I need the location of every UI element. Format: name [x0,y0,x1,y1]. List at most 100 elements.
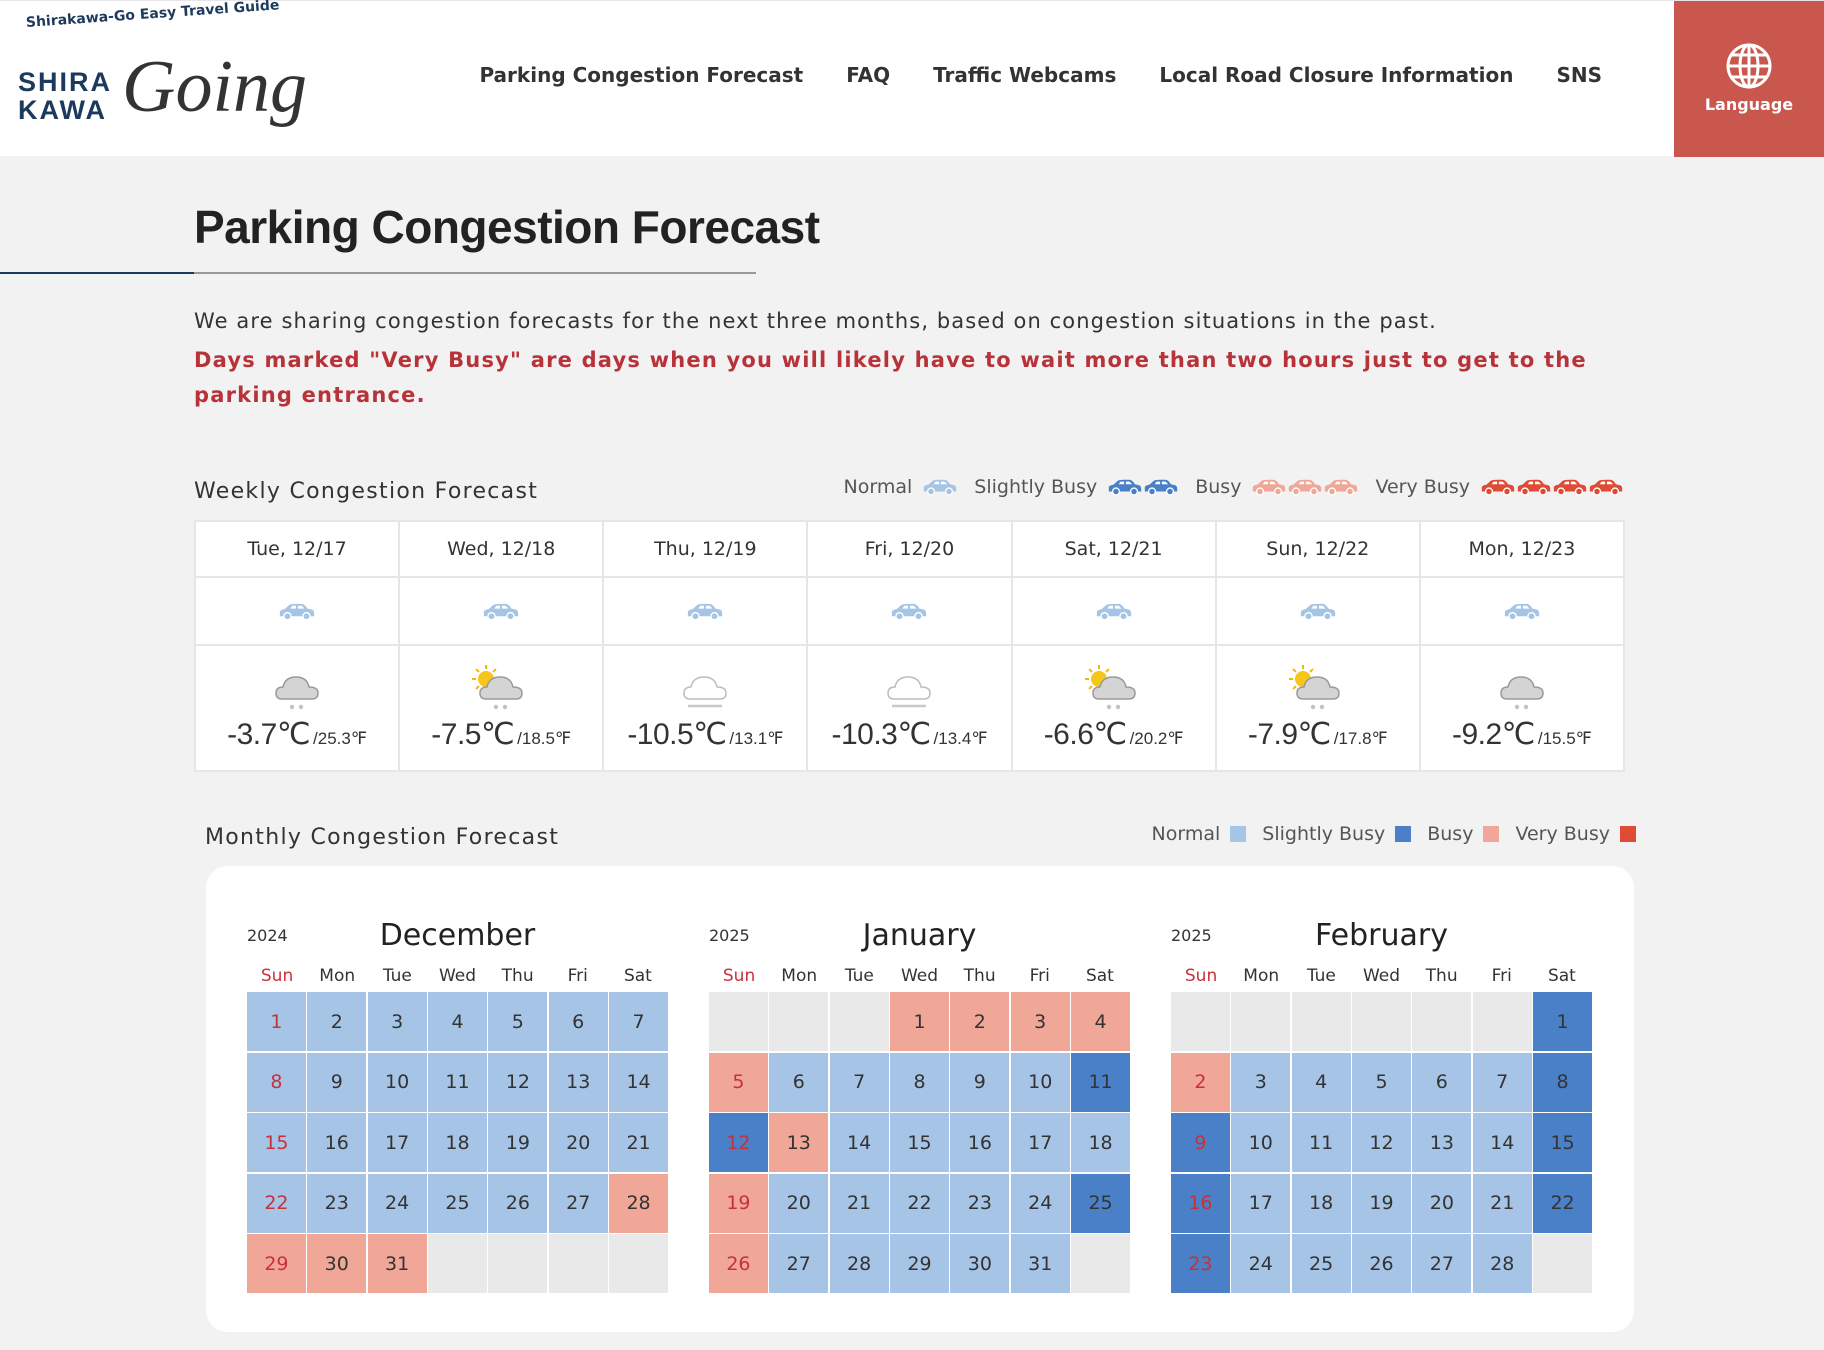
section-title: Monthly Congestion Forecast [205,825,560,850]
calendar-day: 18 [1071,1113,1130,1172]
calendar-day: 2 [1171,1052,1230,1112]
calendar-day: 27 [1412,1234,1472,1293]
calendar-day: 15 [247,1113,306,1172]
car-wheel [1256,487,1265,496]
car-wheel [1148,487,1157,496]
snowflake [1523,704,1529,709]
weather-icon [472,664,523,709]
calendar-day: 13 [548,1052,608,1112]
car-window [1118,481,1133,485]
sun-ray [1088,684,1093,690]
month-calendar: 2024 December Sun Mon Tue Wed Thu Fri Sat 1 2 3 4 5 6 7… [247,866,668,1332]
cloud [275,675,319,700]
car-wheel [1592,487,1602,496]
weekly-column: Wed, 12/18 -7.5℃/18.5℉ [400,522,603,770]
notice-text: Days marked "Very Busy" are days when yo… [194,348,1587,407]
calendar-day: 4 [428,992,487,1051]
calendar-day: 29 [247,1234,306,1293]
legend-swatch [1230,826,1247,842]
legend-label: Slightly Busy [974,476,1098,498]
weather-icon [683,675,728,707]
calendar-day: 6 [548,992,608,1051]
calendar-day: 30 [307,1234,367,1293]
empty-day [1071,1234,1130,1293]
sun-ray [475,667,480,673]
weekly-date: Tue, 12/17 [196,522,399,576]
calendar-grid: 1 2 3 4 5 6 7 8 9 10 11 12 13 14 15 16 17 18 19 20 21 22 23 24 2… [247,992,668,1293]
weekday-label: Wed [1362,966,1401,986]
temp-celsius: -6.6℃ [1043,717,1127,751]
car-window [1563,481,1578,485]
legend-label: Very Busy [1515,823,1610,845]
temperature: -9.2℃/15.5℉ [1452,717,1592,752]
calendar-day: 3 [367,992,427,1051]
weekday-label: Sat [623,966,652,986]
car-wheel [914,611,924,621]
car-window [290,605,305,609]
weather-icon [887,675,932,707]
calendar-day: 2 [307,992,367,1051]
calendar-day: 12 [709,1113,768,1172]
nav-link[interactable]: Local Road Closure Information [1159,63,1514,87]
weekly-status [808,578,1011,644]
car-wheel [1328,487,1337,496]
empty-day [609,1234,668,1293]
car-window [1335,481,1349,485]
calendar-day: 12 [488,1052,548,1112]
calendar-day: 29 [890,1234,949,1293]
nav-link[interactable]: Parking Congestion Forecast [479,63,804,87]
weekly-legend: Normal Slightly Busy Busy Very Busy [844,476,1624,498]
car-wheel [302,611,311,621]
car-wheel [1303,611,1313,621]
weekly-weather: -7.9℃/17.8℉ [1216,646,1419,770]
weekly-weather: -7.5℃/18.5℉ [400,646,603,770]
legend-swatch [1483,826,1500,842]
weekly-status [1216,578,1419,644]
calendar-day: 10 [1231,1113,1291,1172]
empty-day [548,1234,608,1293]
nav-link[interactable]: FAQ [846,63,891,87]
car-icon [484,603,519,621]
cloud [887,675,932,700]
language-button[interactable]: Language [1674,1,1824,157]
legend-label: Slightly Busy [1262,823,1386,845]
legend-item: Very Busy [1515,823,1636,845]
calendar-day: 6 [769,1052,829,1112]
calendar-day: 4 [1291,1052,1351,1112]
calendar-day: 18 [1291,1173,1351,1233]
weekday-label: Fri [1491,966,1512,986]
calendar-day: 9 [307,1052,367,1112]
legend-label: Normal [843,476,913,498]
calendar-day: 1 [1533,992,1592,1051]
car-wheel [283,611,292,621]
weekly-weather: -9.2℃/15.5℉ [1420,646,1623,770]
weekly-status [604,578,807,644]
cloud [1091,675,1136,700]
calendar-day: 19 [1352,1173,1411,1233]
month-calendar: 2025 January Sun Mon Tue Wed Thu Fri Sat 1 2 3 4 5 6 7 8… [709,866,1130,1332]
calendar-day: 17 [1010,1113,1070,1172]
temp-fahrenheit: /15.5℉ [1537,728,1592,748]
nav-link[interactable]: Traffic Webcams [933,63,1117,87]
car-wheel [945,487,954,496]
car-window [1515,605,1530,609]
weekday-label: Sun [260,966,294,986]
month-name: February [1315,918,1448,953]
car-wheel [1527,611,1536,621]
empty-day [769,992,829,1051]
snowflake [1514,704,1520,709]
calendar-day: 11 [428,1052,487,1112]
legend-label: Busy [1427,823,1474,845]
car-wheel [1112,487,1121,496]
snowflake [1115,704,1120,709]
weekday-label: Sun [1184,966,1218,986]
car-icon [924,479,957,496]
nav-link[interactable]: SNS [1556,63,1602,87]
temp-celsius: -7.5℃ [431,717,515,751]
sun-ray [1292,667,1297,673]
car-wheel [927,487,936,496]
sun-ray [1088,667,1093,673]
car-wheel [1130,487,1139,496]
temperature: -10.3℃/13.4℉ [831,717,987,752]
weekly-status [1420,578,1623,644]
